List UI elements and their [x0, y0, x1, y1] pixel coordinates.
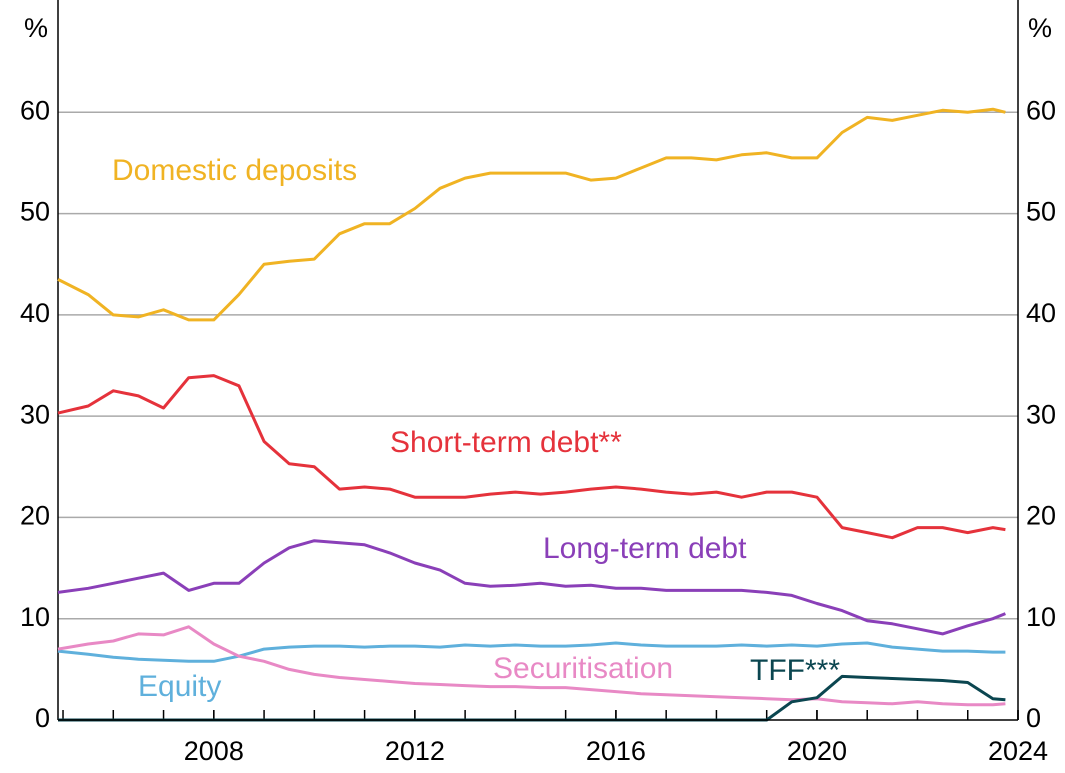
y-unit-right: %: [1028, 13, 1052, 43]
series-label: Domestic deposits: [112, 154, 357, 187]
series-label: Short-term debt**: [390, 426, 622, 459]
y-tick-label: 60: [20, 95, 50, 125]
y-tick-label: 40: [20, 298, 50, 328]
y-tick-label: 20: [20, 501, 50, 531]
series-line: [57, 641, 1006, 663]
y-tick-label-right: 30: [1026, 399, 1056, 429]
y-tick-label: 0: [35, 703, 50, 733]
y-tick-label: 30: [20, 399, 50, 429]
y-tick-label-right: 20: [1026, 501, 1056, 531]
x-tick-label: 2024: [988, 736, 1048, 766]
series-line: [57, 625, 1006, 707]
y-tick-label-right: 0: [1026, 703, 1041, 733]
series-label: TFF***: [750, 654, 840, 687]
series-label: Securitisation: [493, 652, 673, 685]
x-tick-label: 2008: [184, 736, 244, 766]
y-tick-label: 50: [20, 197, 50, 227]
series-line: [57, 539, 1006, 636]
y-tick-label-right: 10: [1026, 602, 1056, 632]
series-line: [57, 107, 1006, 322]
y-tick-label-right: 40: [1026, 298, 1056, 328]
x-tick-label: 2012: [385, 736, 445, 766]
x-tick-label: 2020: [787, 736, 847, 766]
y-tick-label: 10: [20, 602, 50, 632]
series-line: [57, 374, 1006, 540]
series-label: Long-term debt: [543, 532, 747, 565]
series-label: Equity: [138, 670, 221, 703]
x-tick-label: 2016: [586, 736, 646, 766]
y-unit-left: %: [24, 13, 48, 43]
y-tick-label-right: 60: [1026, 95, 1056, 125]
y-tick-label-right: 50: [1026, 197, 1056, 227]
